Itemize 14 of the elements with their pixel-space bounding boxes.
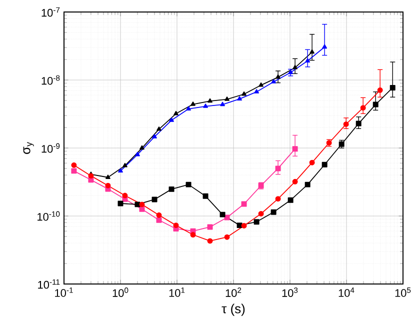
x-tick-label: 10$^{2}$ [226, 288, 242, 297]
y-tick-label: 10$^{-9}$ [42, 143, 60, 153]
y-axis-title: σ$_{y}$ [23, 142, 34, 154]
x-tick-label: 10$^{3}$ [282, 288, 298, 297]
x-axis-title: τ (s) [222, 304, 245, 316]
y-tick-label: 10$^{-7}$ [42, 7, 60, 17]
y-tick-label: 10$^{-8}$ [42, 75, 60, 85]
x-tick-label: 10$^{1}$ [169, 288, 185, 297]
y-tick-label: 10$^{-10}$ [38, 211, 60, 221]
y-tick-label: 10$^{-11}$ [38, 279, 60, 289]
x-tick-label: 10$^{4}$ [338, 288, 354, 297]
x-tick-label: 10$^{5}$ [395, 288, 411, 297]
x-tick-label: 10$^{0}$ [112, 288, 128, 297]
x-tick-label: 10$^{-1}$ [55, 288, 73, 297]
